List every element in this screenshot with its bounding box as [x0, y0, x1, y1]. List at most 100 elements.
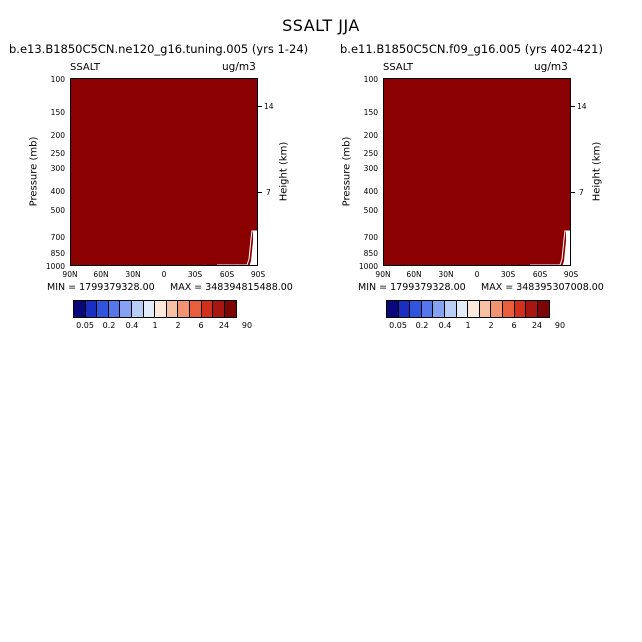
- left-xtick: 60S: [219, 270, 235, 279]
- left-colorbar-cell: [224, 301, 237, 317]
- right-colorbar-cell: [526, 301, 538, 317]
- right-ytick: 100: [363, 75, 378, 84]
- left-colorbar-label: 24: [218, 321, 230, 330]
- right-field-fill: [384, 79, 570, 265]
- left-missing-region: [249, 231, 257, 265]
- left-missing-edge: [217, 230, 257, 265]
- right-ytick: 400: [363, 187, 378, 196]
- right-xtick: 60S: [532, 270, 548, 279]
- left-ytick: 300: [50, 164, 65, 173]
- left-min-label: MIN = 1799379328.00: [47, 282, 155, 293]
- left-ylabel: Pressure (mb): [28, 136, 40, 207]
- right-colorbar-label: 0.2: [415, 321, 429, 330]
- left-height-tickmark: [258, 106, 262, 107]
- right-colorbar-label: 0.4: [438, 321, 452, 330]
- left-ytick: 250: [50, 149, 65, 158]
- left-height-tick: 7: [266, 188, 271, 197]
- left-xtick: 60N: [93, 270, 109, 279]
- right-colorbar-cell: [433, 301, 445, 317]
- left-ytick: 400: [50, 187, 65, 196]
- right-xtick: 30N: [438, 270, 454, 279]
- right-xtick: 30S: [500, 270, 516, 279]
- left-ytick: 500: [50, 206, 65, 215]
- left-colorbar-cell: [143, 301, 156, 317]
- left-ylabel-right: Height (km): [278, 141, 290, 202]
- left-case-title: b.e13.B1850C5CN.ne120_g16.tuning.005 (yr…: [9, 42, 309, 56]
- right-case-title: b.e11.B1850C5CN.f09_g16.005 (yrs 402-421…: [340, 42, 603, 56]
- left-variable-label: SSALT: [70, 62, 101, 73]
- right-colorbar-cell: [398, 301, 411, 317]
- left-xtick: 30S: [187, 270, 203, 279]
- left-colorbar-cell: [166, 301, 179, 317]
- right-colorbar-cell: [479, 301, 492, 317]
- left-xtick: 0: [161, 270, 167, 279]
- right-ytick: 300: [363, 164, 378, 173]
- right-height-tickmark: [571, 106, 575, 107]
- left-colorbar-cell: [201, 301, 214, 317]
- left-colorbar-label: 0.05: [76, 321, 94, 330]
- right-colorbar-cell: [421, 301, 434, 317]
- right-xtick: 60N: [406, 270, 422, 279]
- right-plot-area: [383, 78, 571, 266]
- right-colorbar-label: 90: [554, 321, 566, 330]
- left-xtick: 30N: [125, 270, 141, 279]
- left-colorbar-cell: [97, 301, 109, 317]
- left-ytick: 700: [50, 233, 65, 242]
- right-colorbar-cell: [537, 301, 550, 317]
- right-missing-region: [562, 231, 570, 265]
- left-colorbar-cell: [213, 301, 225, 317]
- right-ytick: 250: [363, 149, 378, 158]
- right-height-tick: 14: [577, 102, 587, 111]
- right-xtick: 90S: [563, 270, 579, 279]
- left-height-tickmark: [258, 192, 262, 193]
- left-ytick: 100: [50, 75, 65, 84]
- left-colorbar-label: 90: [241, 321, 253, 330]
- right-ytick: 1000: [358, 262, 378, 271]
- left-ytick: 150: [50, 108, 65, 117]
- left-colorbar-cell: [131, 301, 144, 317]
- right-min-label: MIN = 1799379328.00: [358, 282, 466, 293]
- right-colorbar-cell: [410, 301, 422, 317]
- right-height-tick: 7: [579, 188, 584, 197]
- right-ytick: 500: [363, 206, 378, 215]
- left-max-label: MAX = 348394815488.00: [170, 282, 293, 293]
- right-height-tickmark: [571, 192, 575, 193]
- left-height-tick: 14: [264, 102, 274, 111]
- right-colorbar-cell: [387, 301, 399, 317]
- left-colorbar-cell: [74, 301, 86, 317]
- right-colorbar-cell: [491, 301, 503, 317]
- right-colorbar-cell: [502, 301, 515, 317]
- left-colorbar-cell: [189, 301, 202, 317]
- right-colorbar-cell: [514, 301, 527, 317]
- left-colorbar-label: 0.2: [102, 321, 116, 330]
- right-heatmap: [384, 79, 570, 265]
- right-ytick: 700: [363, 233, 378, 242]
- right-colorbar-label: 2: [488, 321, 494, 330]
- right-ytick: 150: [363, 108, 378, 117]
- left-colorbar: [73, 300, 238, 318]
- left-colorbar-label: 2: [175, 321, 181, 330]
- right-colorbar-cell: [468, 301, 480, 317]
- right-colorbar-label: 24: [531, 321, 543, 330]
- left-xtick: 90S: [250, 270, 266, 279]
- left-xtick: 90N: [62, 270, 78, 279]
- left-heatmap: [71, 79, 257, 265]
- left-colorbar-label: 1: [152, 321, 158, 330]
- left-colorbar-cell: [120, 301, 132, 317]
- left-units-label: ug/m3: [222, 61, 256, 73]
- right-colorbar-label: 6: [511, 321, 517, 330]
- left-colorbar-cell: [108, 301, 121, 317]
- left-colorbar-label: 6: [198, 321, 204, 330]
- right-variable-label: SSALT: [383, 62, 414, 73]
- left-colorbar-cell: [155, 301, 167, 317]
- right-colorbar-label: 0.05: [389, 321, 407, 330]
- right-colorbar: [386, 300, 551, 318]
- left-colorbar-cell: [178, 301, 190, 317]
- right-max-label: MAX = 348395307008.00: [481, 282, 604, 293]
- right-ylabel-right: Height (km): [591, 141, 603, 202]
- figure-title: SSALT JJA: [282, 16, 360, 35]
- right-units-label: ug/m3: [534, 61, 568, 73]
- left-colorbar-cell: [85, 301, 98, 317]
- right-xtick: 90N: [375, 270, 391, 279]
